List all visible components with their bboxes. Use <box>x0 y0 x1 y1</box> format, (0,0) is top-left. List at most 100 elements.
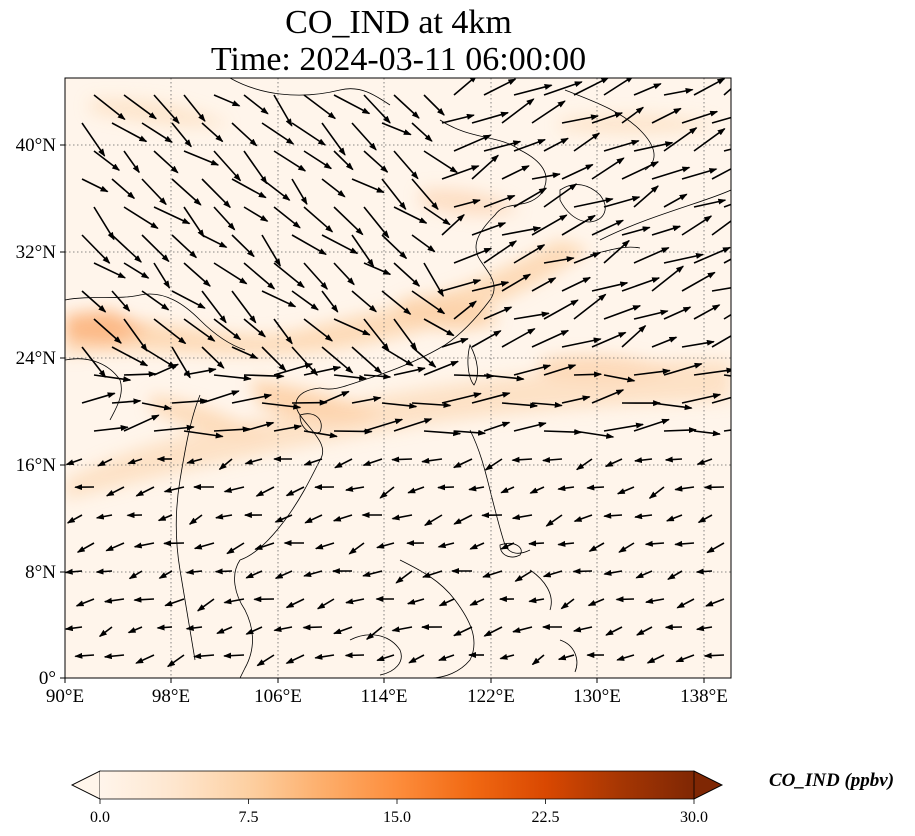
wind-vector-arrow <box>651 225 682 236</box>
wind-vector-arrow <box>605 626 623 636</box>
wind-vector-arrow <box>333 206 364 236</box>
wind-vector-arrow <box>513 364 552 376</box>
wind-vector-arrow <box>423 94 445 116</box>
wind-vector-arrow <box>693 430 721 437</box>
map-panel <box>65 78 731 678</box>
wind-vector-arrow <box>157 514 173 522</box>
wind-vector-arrow <box>603 374 636 383</box>
wind-vector-arrow <box>153 318 187 345</box>
wind-vector-arrow <box>621 226 651 236</box>
wind-vector-arrow <box>591 331 627 348</box>
wind-vector-arrow <box>452 458 473 469</box>
wind-vector-arrow <box>542 456 563 463</box>
wind-vector-arrow <box>651 166 691 180</box>
wind-vector-arrow <box>513 138 546 152</box>
wind-vector-arrow <box>393 150 419 180</box>
wind-vector-arrow <box>183 206 205 238</box>
wind-vector-arrow <box>218 458 233 471</box>
wind-vector-arrow <box>81 122 106 157</box>
wind-vector-arrow <box>723 148 731 152</box>
wind-vector-arrow <box>591 157 625 180</box>
wind-vector-arrow <box>634 513 653 520</box>
y-tick-label: 0° <box>39 668 56 689</box>
wind-vector-arrow <box>500 486 515 494</box>
wind-vector-arrow <box>243 150 268 185</box>
wind-vector-arrow <box>423 262 444 297</box>
wind-vector-arrow <box>573 430 615 439</box>
wind-vector-arrow <box>291 178 308 206</box>
wind-vector-arrow <box>321 290 339 313</box>
wind-vector-arrow <box>95 513 113 520</box>
wind-vector-arrow <box>171 398 208 405</box>
y-tick-label: 8°N <box>25 562 56 583</box>
wind-vector-arrow <box>93 262 127 279</box>
wind-vector-arrow <box>453 78 478 96</box>
wind-vector-arrow <box>128 570 143 580</box>
wind-vector-arrow <box>501 402 539 409</box>
wind-vector-arrow <box>351 346 383 374</box>
wind-vector-arrow <box>575 458 593 471</box>
wind-vector-arrow <box>93 318 122 344</box>
wind-vector-arrow <box>482 570 503 578</box>
wind-vector-arrow <box>214 568 233 575</box>
wind-vector-arrow <box>333 374 368 381</box>
wind-vector-arrow <box>561 163 594 180</box>
wind-vector-arrow <box>243 94 269 115</box>
wind-vector-arrow <box>254 542 275 550</box>
wind-vector-arrow <box>141 234 170 263</box>
wind-vector-arrow <box>93 94 126 121</box>
wind-vector-arrow <box>303 365 342 376</box>
wind-vector-arrow <box>127 626 143 634</box>
wind-vector-arrow <box>604 458 623 468</box>
wind-vector-arrow <box>513 311 550 320</box>
wind-vector-arrow <box>441 337 469 348</box>
wind-vector-arrow <box>381 346 414 367</box>
wind-vector-arrow <box>453 300 477 320</box>
wind-vector-arrow <box>81 392 116 404</box>
wind-vector-arrow <box>183 318 216 342</box>
wind-vector-arrow <box>213 262 248 285</box>
wind-vector-arrow <box>81 290 107 313</box>
wind-vector-arrow <box>213 318 242 341</box>
wind-vector-arrow <box>586 484 605 491</box>
wind-vector-arrow <box>393 318 418 351</box>
wind-vector-arrow <box>723 313 731 320</box>
wind-vector-arrow <box>723 374 731 377</box>
wind-vector-arrow <box>261 178 291 201</box>
wind-vector-arrow <box>411 290 446 315</box>
wind-vector-arrow <box>97 458 113 467</box>
wind-vector-arrow <box>303 570 323 578</box>
wind-vector-arrow <box>422 570 443 578</box>
wind-vector-arrow <box>223 486 245 493</box>
wind-vector-arrow <box>543 137 569 152</box>
wind-vector-arrow <box>201 178 231 209</box>
wind-vector-arrow <box>391 514 413 521</box>
wind-vector-arrow <box>663 127 698 152</box>
wind-vector-arrow <box>621 106 645 124</box>
wind-vector-arrow <box>603 422 644 432</box>
wind-vector-arrow <box>244 458 263 465</box>
wind-vector-arrow <box>423 318 455 337</box>
wind-vector-arrow <box>133 596 155 603</box>
wind-vector-arrow <box>695 625 713 632</box>
colorbar-tick-label: 0.0 <box>90 809 110 826</box>
wind-vector-arrow <box>363 262 392 276</box>
wind-vector-arrow <box>105 486 125 497</box>
wind-vector-arrow <box>438 654 455 662</box>
wind-vector-arrow <box>362 570 383 578</box>
wind-vector-arrow <box>651 402 693 411</box>
wind-vector-arrow <box>171 178 202 206</box>
wind-vector-arrow <box>213 374 252 382</box>
wind-vector-arrow <box>391 456 413 463</box>
wind-vector-arrow <box>65 458 83 466</box>
wind-vector-arrow <box>185 625 203 631</box>
wind-vector-arrow <box>123 414 160 432</box>
wind-vector-arrow <box>644 540 665 547</box>
wind-vector-arrow <box>621 161 660 180</box>
wind-vector-arrow <box>557 540 575 547</box>
wind-vector-arrow <box>314 653 335 660</box>
wind-vector-arrow <box>273 206 301 229</box>
wind-vector-arrow <box>332 514 353 522</box>
wind-vector-arrow <box>243 373 285 380</box>
wind-vector-arrow <box>633 418 670 432</box>
